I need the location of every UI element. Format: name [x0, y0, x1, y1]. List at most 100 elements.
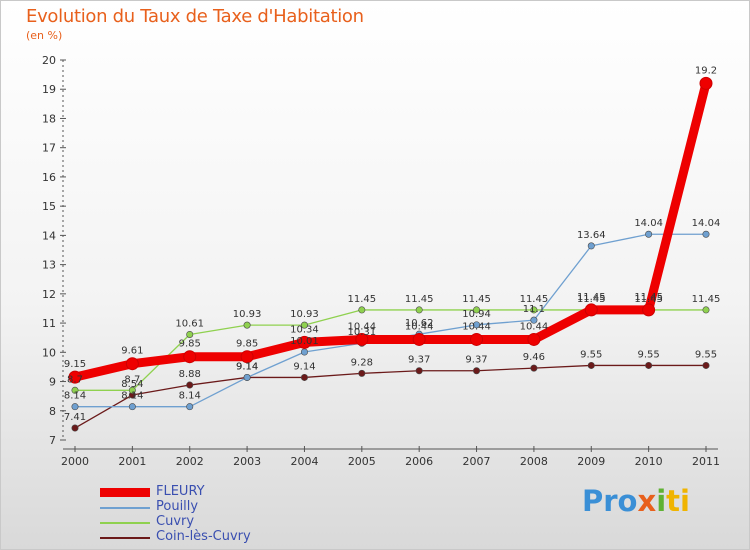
axes: 7 8 9 10 11 12 13 14 15 16 17 18 19 20 2000 2001 2002 200… [42, 54, 720, 468]
data-point-cuvry [128, 386, 136, 394]
logo-part: Pro [582, 484, 638, 518]
data-label-pouilly: 10.94 [462, 309, 491, 320]
data-label-coin-l-s-cuvry: 9.55 [695, 349, 717, 360]
y-tick-label: 14 [42, 229, 56, 242]
x-tick-label: 2007 [463, 455, 491, 468]
data-label-coin-l-s-cuvry: 8.88 [179, 369, 201, 380]
y-tick-label: 9 [49, 376, 56, 389]
legend-swatch-pouilly [100, 507, 150, 509]
data-label-pouilly: 13.64 [577, 230, 606, 241]
data-label-coin-l-s-cuvry: 9.55 [638, 349, 660, 360]
data-point-coin-l-s-cuvry [300, 373, 308, 381]
chart-title: Evolution du Taux de Taxe d'Habitation [26, 6, 364, 27]
data-label-cuvry: 8.7 [67, 374, 83, 385]
data-label-cuvry: 11.45 [577, 294, 606, 305]
y-tick-label: 15 [42, 200, 56, 213]
y-tick-label: 19 [42, 83, 56, 96]
data-label-pouilly: 14.04 [692, 218, 721, 229]
data-point-fleury [355, 332, 369, 346]
legend-label-fleury: FLEURY [156, 484, 205, 499]
series-lines [68, 76, 713, 432]
data-point-coin-l-s-cuvry [415, 367, 423, 375]
data-label-fleury: 11.45 [634, 292, 663, 303]
data-label-cuvry: 11.45 [692, 294, 721, 305]
data-point-cuvry [243, 321, 251, 329]
data-point-cuvry [186, 330, 194, 338]
data-point-fleury [240, 350, 254, 364]
data-label-fleury: 10.44 [347, 321, 376, 332]
x-tick-label: 2008 [520, 455, 548, 468]
data-point-pouilly [587, 242, 595, 250]
data-label-fleury: 9.85 [179, 339, 201, 350]
data-label-fleury: 10.44 [405, 321, 434, 332]
data-label-cuvry: 8.7 [124, 374, 140, 385]
data-label-fleury: 19.2 [695, 65, 717, 76]
data-point-fleury [584, 303, 598, 317]
data-point-coin-l-s-cuvry [71, 424, 79, 432]
data-point-fleury [412, 332, 426, 346]
logo-part: ti [666, 484, 690, 518]
data-point-cuvry [300, 321, 308, 329]
data-label-cuvry: 10.93 [233, 309, 262, 320]
data-label-coin-l-s-cuvry: 9.14 [236, 361, 258, 372]
logo-part: x [637, 484, 657, 518]
y-tick-label: 10 [42, 346, 56, 359]
data-point-cuvry [71, 386, 79, 394]
data-point-coin-l-s-cuvry [473, 367, 481, 375]
x-tick-label: 2006 [405, 455, 433, 468]
proxiti-logo: Proxiti [582, 484, 690, 518]
data-label-pouilly: 10.62 [405, 318, 434, 329]
data-label-pouilly: 8.14 [121, 391, 143, 402]
data-point-pouilly [71, 403, 79, 411]
data-label-pouilly: 10.31 [347, 327, 376, 338]
data-label-pouilly: 11.1 [523, 304, 545, 315]
x-tick-label: 2001 [118, 455, 146, 468]
data-labels: 7.41 8.54 8.88 9.14 9.14 9.28 9.37 9.37 9.46 9.55… [64, 65, 720, 423]
data-point-fleury [642, 303, 656, 317]
x-tick-label: 2009 [577, 455, 605, 468]
data-label-coin-l-s-cuvry: 8.54 [121, 379, 143, 390]
data-point-fleury [183, 350, 197, 364]
y-tick-label: 13 [42, 259, 56, 272]
data-point-coin-l-s-cuvry [645, 361, 653, 369]
data-label-cuvry: 11.45 [634, 294, 663, 305]
data-label-fleury: 9.85 [236, 339, 258, 350]
y-tick-label: 17 [42, 142, 56, 155]
data-label-cuvry: 11.45 [520, 294, 549, 305]
x-tick-label: 2005 [348, 455, 376, 468]
data-point-pouilly [473, 321, 481, 329]
data-point-coin-l-s-cuvry [702, 361, 710, 369]
legend-swatch-cuvry [100, 522, 150, 524]
data-point-cuvry [530, 306, 538, 314]
data-point-fleury [527, 332, 541, 346]
unit-label: (en %) [26, 29, 63, 42]
data-label-coin-l-s-cuvry: 9.28 [351, 357, 373, 368]
data-point-pouilly [645, 230, 653, 238]
data-point-pouilly [186, 403, 194, 411]
y-tick-label: 20 [42, 54, 56, 67]
data-point-cuvry [358, 306, 366, 314]
data-point-pouilly [530, 316, 538, 324]
data-point-coin-l-s-cuvry [186, 381, 194, 389]
data-point-coin-l-s-cuvry [530, 364, 538, 372]
data-point-cuvry [702, 306, 710, 314]
data-point-coin-l-s-cuvry [358, 369, 366, 377]
legend-label-coin-les-cuvry: Coin-lès-Cuvry [156, 529, 251, 544]
data-point-pouilly [243, 373, 251, 381]
series-line-fleury [70, 78, 711, 382]
data-label-coin-l-s-cuvry: 7.41 [64, 412, 86, 423]
data-label-cuvry: 10.93 [290, 309, 319, 320]
data-label-coin-l-s-cuvry: 9.46 [523, 352, 545, 363]
x-tick-label: 2003 [233, 455, 261, 468]
series-line-coin-l-s-cuvry [74, 364, 707, 429]
data-label-coin-l-s-cuvry: 9.14 [293, 361, 315, 372]
data-label-cuvry: 11.45 [405, 294, 434, 305]
data-label-cuvry: 11.45 [347, 294, 376, 305]
legend-label-pouilly: Pouilly [156, 499, 199, 514]
x-tick-label: 2011 [692, 455, 720, 468]
x-tick-label: 2004 [290, 455, 318, 468]
x-tick-label: 2000 [61, 455, 89, 468]
data-label-fleury: 9.61 [121, 346, 143, 357]
